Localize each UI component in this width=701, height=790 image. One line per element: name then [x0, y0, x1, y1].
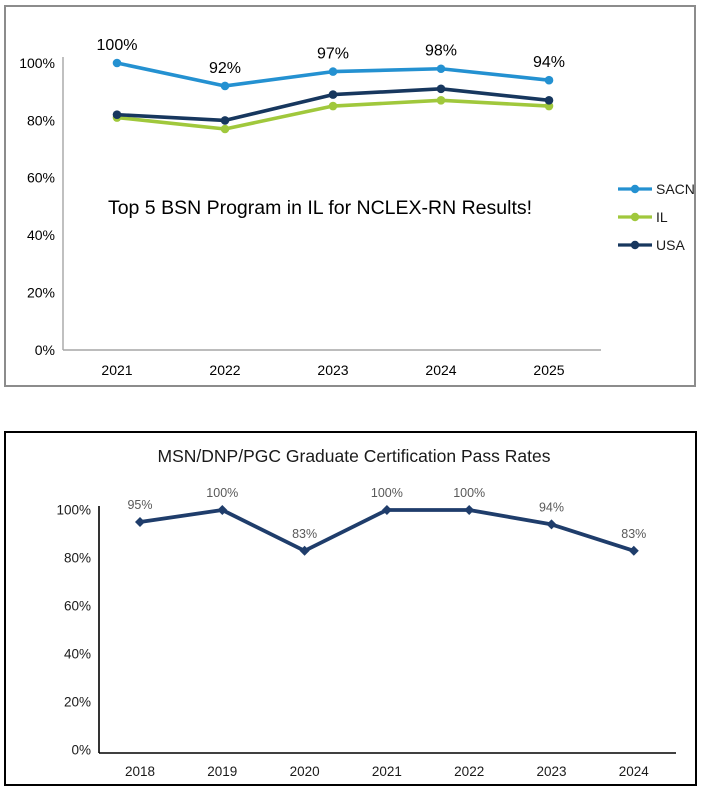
x-axis-tick-label: 2023: [536, 764, 566, 779]
data-point-marker: [220, 116, 230, 125]
data-point-label: 95%: [127, 498, 152, 512]
data-point-marker: [328, 90, 338, 99]
legend-label: SACN: [656, 181, 695, 197]
legend-item-il: IL: [618, 203, 695, 231]
y-axis-tick-label: 40%: [64, 647, 91, 662]
data-point-marker: [328, 101, 338, 111]
data-point-marker: [436, 96, 446, 105]
data-point-marker: [436, 84, 446, 94]
data-point-marker: [328, 67, 338, 76]
x-axis-tick-label: 2022: [209, 362, 240, 378]
data-point-label: 100%: [97, 37, 138, 54]
legend-item-sacn: SACN: [618, 175, 695, 203]
legend-marker-icon: [618, 240, 652, 250]
msn-certification-chart-plot: 0% 20% 40% 60% 80% 100% 2018 2019 2020 2021 2022 20…: [56, 486, 676, 779]
bsn-nclex-chart-legend: SACN IL USA: [618, 175, 695, 259]
legend-dot: [630, 240, 640, 250]
x-axis-tick-label: 2020: [290, 764, 320, 779]
data-point-marker: [381, 505, 392, 515]
y-axis-tick-label: 80%: [64, 551, 91, 566]
x-axis-tick-label: 2022: [454, 764, 484, 779]
data-point-marker: [544, 75, 554, 85]
y-axis-tick-label: 100%: [56, 503, 91, 518]
x-axis-tick-label: 2021: [372, 764, 402, 779]
y-axis-tick-label: 80%: [27, 112, 55, 128]
data-point-marker: [135, 517, 145, 527]
legend-marker-icon: [618, 212, 652, 222]
data-point-label: 94%: [533, 54, 565, 71]
legend-dot: [630, 212, 640, 222]
bsn-nclex-chart-card: 0% 20% 40% 60% 80% 100% 2021 2022 2023 2024 2025 10…: [4, 5, 696, 387]
data-point-marker: [220, 124, 230, 134]
y-axis-tick-label: 60%: [64, 599, 91, 614]
y-axis-tick-label: 0%: [35, 342, 55, 358]
y-axis-tick-label: 20%: [27, 285, 55, 301]
msn-certification-chart-title: MSN/DNP/PGC Graduate Certification Pass …: [157, 446, 551, 466]
x-axis-tick-label: 2019: [207, 764, 237, 779]
y-axis-tick-label: 0%: [71, 743, 91, 758]
msn-certification-chart-card: 0% 20% 40% 60% 80% 100% 2018 2019 2020 2021 2022 20…: [4, 431, 697, 786]
data-point-label: 97%: [317, 46, 349, 63]
x-axis-tick-label: 2025: [533, 362, 564, 378]
x-axis-tick-label: 2021: [101, 362, 132, 378]
series-line-pass-rate: [138, 508, 636, 553]
x-axis-tick-label: 2024: [425, 362, 456, 378]
data-point-marker: [112, 58, 122, 68]
y-axis-tick-label: 20%: [64, 695, 91, 710]
legend-label: IL: [656, 209, 668, 225]
bsn-nclex-chart-title: Top 5 BSN Program in IL for NCLEX-RN Res…: [107, 197, 533, 219]
data-point-label: 100%: [453, 486, 485, 500]
y-axis-tick-label: 40%: [27, 227, 55, 243]
data-point-label: 83%: [621, 527, 646, 541]
data-point-marker: [464, 505, 475, 515]
data-point-marker: [299, 545, 310, 556]
data-point-marker: [220, 81, 230, 91]
data-point-marker: [436, 64, 446, 74]
data-point-label: 94%: [539, 500, 564, 514]
data-point-label: 98%: [425, 43, 457, 60]
x-axis-tick-label: 2023: [317, 362, 348, 378]
y-axis-tick-label: 60%: [27, 170, 55, 186]
legend-dot: [630, 184, 640, 194]
data-point-marker: [112, 110, 122, 119]
y-axis-tick-label: 100%: [19, 55, 55, 71]
data-point-label: 83%: [292, 527, 317, 541]
data-point-label: 100%: [206, 486, 238, 500]
data-point-marker: [546, 519, 557, 530]
legend-label: USA: [656, 237, 685, 253]
data-point-marker: [628, 545, 639, 556]
data-point-label: 100%: [371, 486, 403, 500]
legend-item-usa: USA: [618, 231, 695, 259]
x-axis-tick-label: 2018: [125, 764, 155, 779]
data-point-marker: [544, 96, 554, 105]
data-point-marker: [217, 505, 228, 515]
bsn-nclex-chart-plot: 0% 20% 40% 60% 80% 100% 2021 2022 2023 2024 2025 10…: [19, 37, 601, 378]
x-axis-tick-label: 2024: [619, 764, 650, 779]
legend-marker-icon: [618, 184, 652, 194]
data-point-label: 92%: [209, 60, 241, 77]
